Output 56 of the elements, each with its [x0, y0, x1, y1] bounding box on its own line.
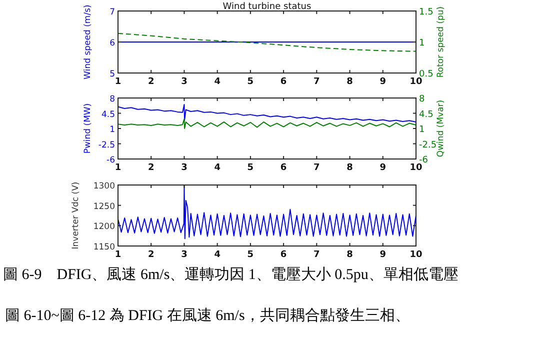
x-tick-label: 3: [181, 250, 188, 260]
x-tick-label: 2: [148, 163, 154, 173]
x-tick-label: 4: [214, 77, 220, 87]
y-tick-label: 5: [110, 70, 115, 80]
y-tick-label: 1: [110, 125, 115, 135]
x-tick-label: 9: [380, 250, 386, 260]
y-tick-label: 6: [110, 38, 115, 48]
y-tick-label: -6: [106, 156, 115, 166]
line-series: [118, 118, 416, 129]
x-tick-label: 8: [346, 77, 353, 87]
line-series: [118, 104, 416, 122]
x-tick-label: 9: [380, 77, 386, 87]
x-tick-label: 7: [314, 163, 320, 173]
y2-axis-title: Qwind (Mvar): [436, 100, 446, 158]
x-tick-label: 4: [214, 250, 220, 260]
x-tick-label: 7: [314, 250, 320, 260]
x-tick-label: 3: [181, 77, 188, 87]
y-tick-label: 1150: [93, 242, 115, 252]
x-tick-label: 6: [280, 77, 287, 87]
y-axis-title: Pwind (MW): [83, 103, 93, 154]
y-axis-title: Inverter Vdc (V): [71, 182, 81, 250]
y2-tick-label: 1.5: [419, 8, 434, 18]
y-tick-label: 1300: [93, 182, 115, 192]
line-series: [118, 32, 416, 52]
x-tick-label: 8: [346, 163, 353, 173]
y-tick-label: 4.5: [101, 110, 115, 120]
x-tick-label: 5: [247, 250, 254, 260]
x-tick-label: 8: [346, 250, 353, 260]
y2-tick-label: 8: [419, 94, 425, 104]
y-tick-label: 1200: [93, 222, 115, 232]
y2-tick-label: -2.5: [419, 140, 437, 150]
chart-title: Wind turbine status: [222, 2, 312, 12]
x-tick-label: 2: [148, 250, 154, 260]
y2-tick-label: 1: [419, 38, 425, 48]
x-tick-label: 6: [280, 250, 287, 260]
y-axis-title: Wind speed (m/s): [83, 4, 93, 80]
x-tick-label: 4: [214, 163, 220, 173]
x-tick-label: 7: [314, 77, 320, 87]
x-tick-label: 10: [410, 250, 422, 260]
x-tick-label: 5: [247, 77, 254, 87]
y-tick-label: 7: [110, 8, 115, 18]
x-tick-label: 9: [380, 163, 386, 173]
x-tick-label: 10: [410, 163, 422, 173]
y-tick-label: -2.5: [98, 140, 115, 150]
x-tick-label: 10: [410, 77, 422, 87]
caption: 圖 6-9 DFIG、風速 6m/s、運轉功因 1、電壓大小 0.5pu、單相低電壓: [3, 266, 458, 283]
caption: 圖 6-10~圖 6-12 為 DFIG 在風速 6m/s，共同耦合點發生三相、: [5, 307, 410, 324]
y-tick-label: 8: [110, 94, 115, 104]
y2-tick-label: 4.5: [419, 110, 434, 120]
y2-axis-title: Rotor speed (pu): [436, 6, 446, 78]
y-tick-label: 1250: [93, 202, 115, 212]
x-tick-label: 5: [247, 163, 254, 173]
y2-tick-label: 1: [419, 125, 425, 135]
x-tick-label: 2: [148, 77, 154, 87]
x-tick-label: 6: [280, 163, 287, 173]
x-tick-label: 3: [181, 163, 188, 173]
